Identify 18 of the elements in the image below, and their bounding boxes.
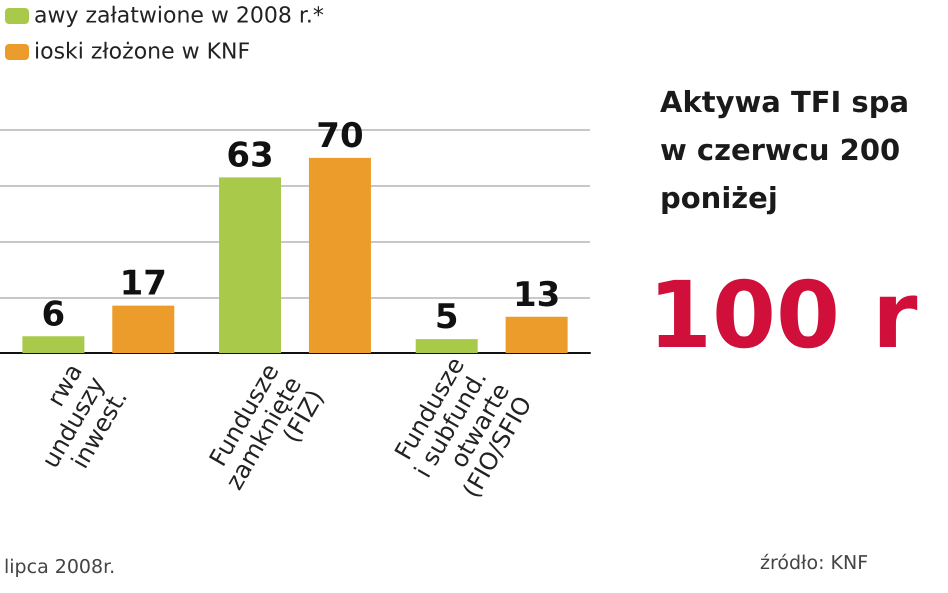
data-label: 17 <box>120 264 167 304</box>
bar <box>416 339 478 353</box>
bar <box>22 336 84 353</box>
text: 100 r <box>648 262 918 369</box>
bar <box>219 177 282 353</box>
legend-label: awy załatwione w 2008 r.* <box>34 4 324 28</box>
bar <box>308 158 371 353</box>
data-label: 5 <box>434 297 459 338</box>
data-label: 63 <box>226 135 274 176</box>
text: Aktywa TFI spa w czerwcu 200 poniżej <box>660 84 910 217</box>
text: lipca 2008r. <box>4 556 116 578</box>
data-label: 6 <box>42 294 66 334</box>
text: źródło: KNF <box>760 552 868 574</box>
bar <box>112 306 174 353</box>
bar <box>506 316 568 353</box>
legend-label: ioski złożone w KNF <box>34 40 250 64</box>
data-label: 70 <box>316 116 364 156</box>
data-label: 13 <box>512 274 560 315</box>
